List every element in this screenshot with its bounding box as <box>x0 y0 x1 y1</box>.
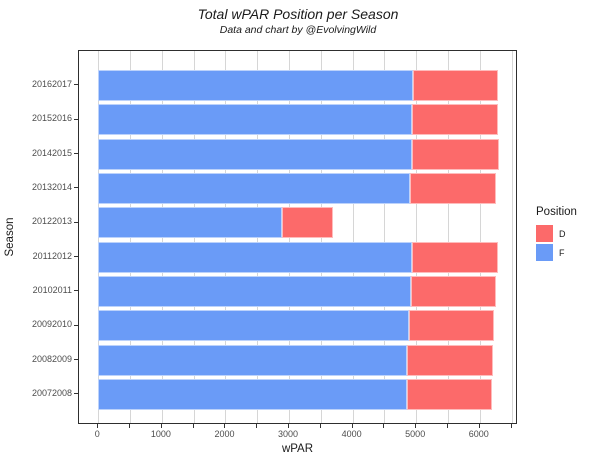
x-tick <box>478 424 480 428</box>
bar-segment-D <box>412 241 498 273</box>
gridline <box>352 51 354 423</box>
bar-segment-F <box>98 344 408 376</box>
bar-segment-D <box>407 344 494 376</box>
bar-segment-D <box>409 310 495 342</box>
y-tick <box>74 256 78 258</box>
x-tick-label: 4000 <box>341 429 362 439</box>
y-tick <box>74 324 78 326</box>
x-tick <box>415 424 417 428</box>
bar-row-20152016 <box>98 104 499 136</box>
y-tick-label: 20132014 <box>31 181 72 192</box>
legend-item-F: F <box>536 244 577 261</box>
x-tick-label: 0 <box>94 429 100 439</box>
x-tick <box>224 424 226 428</box>
y-tick <box>74 187 78 189</box>
y-tick-label: 20082009 <box>31 353 72 364</box>
y-axis-title: Season <box>4 217 16 257</box>
bar-segment-D <box>412 138 500 170</box>
x-axis-title: wPAR <box>281 443 314 455</box>
x-tick <box>383 424 385 428</box>
chart-title: Total wPAR Position per Season <box>197 6 399 22</box>
legend-item-D: D <box>536 225 577 242</box>
y-tick-label: 20142015 <box>31 147 72 158</box>
y-tick-label: 20112012 <box>32 250 72 261</box>
bar-row-20112012 <box>98 241 498 273</box>
x-tick <box>446 424 448 428</box>
bar-segment-F <box>98 275 412 307</box>
gridline <box>384 51 386 423</box>
x-tick <box>319 424 321 428</box>
bar-segment-D <box>282 207 333 239</box>
bar-row-20132014 <box>98 172 497 204</box>
bar-segment-F <box>98 378 408 410</box>
y-tick <box>74 359 78 361</box>
gridline <box>479 51 481 423</box>
bar-segment-D <box>411 275 497 307</box>
y-tick <box>74 84 78 86</box>
y-tick <box>74 221 78 223</box>
gridline <box>416 51 418 423</box>
legend-title: Position <box>536 206 577 218</box>
legend-key-swatch <box>536 244 553 261</box>
bar-segment-F <box>98 138 413 170</box>
chart-subtitle: Data and chart by @EvolvingWild <box>219 24 377 36</box>
y-tick <box>74 393 78 395</box>
y-tick <box>74 153 78 154</box>
bar-row-20142015 <box>98 138 500 170</box>
bar-segment-D <box>407 378 492 410</box>
legend-key-label: D <box>559 228 566 239</box>
bar-segment-D <box>409 172 497 204</box>
bar-segment-D <box>413 69 498 101</box>
legend-key-swatch <box>536 225 553 242</box>
bar-segment-F <box>98 207 283 239</box>
gridline <box>447 51 449 423</box>
bar-row-20072008 <box>98 378 492 410</box>
bar-row-20162017 <box>98 69 498 101</box>
x-tick <box>351 424 353 428</box>
plot-panel <box>78 50 517 424</box>
x-tick <box>129 424 131 428</box>
bar-segment-F <box>98 310 410 342</box>
x-tick <box>510 424 512 428</box>
legend-key-label: F <box>559 247 565 258</box>
y-tick-label: 20152016 <box>31 113 72 124</box>
x-tick-label: 5000 <box>405 429 426 439</box>
bar-row-20122013 <box>98 207 333 239</box>
x-tick-label: 1000 <box>150 429 171 439</box>
bar-segment-D <box>412 104 499 136</box>
bar-segment-F <box>98 241 413 273</box>
y-tick-label: 20102011 <box>32 284 72 295</box>
x-tick <box>288 424 290 428</box>
x-tick-label: 2000 <box>214 429 235 439</box>
y-tick <box>74 290 78 292</box>
gridline <box>511 51 513 423</box>
x-tick <box>160 424 162 428</box>
bar-segment-F <box>98 104 413 136</box>
y-tick-label: 20092010 <box>31 319 72 330</box>
y-tick-label: 20122013 <box>31 216 72 227</box>
x-tick-label: 3000 <box>278 429 299 439</box>
y-tick <box>74 118 78 120</box>
x-tick <box>192 424 194 428</box>
bar-row-20102011 <box>98 275 497 307</box>
y-tick-label: 20072008 <box>31 387 72 398</box>
y-tick-label: 20162017 <box>31 78 72 89</box>
bar-segment-F <box>98 69 414 101</box>
x-tick <box>97 424 99 428</box>
x-tick-label: 6000 <box>468 429 489 439</box>
x-tick <box>256 424 258 428</box>
bar-segment-F <box>98 172 410 204</box>
bar-row-20082009 <box>98 344 494 376</box>
bar-row-20092010 <box>98 310 495 342</box>
